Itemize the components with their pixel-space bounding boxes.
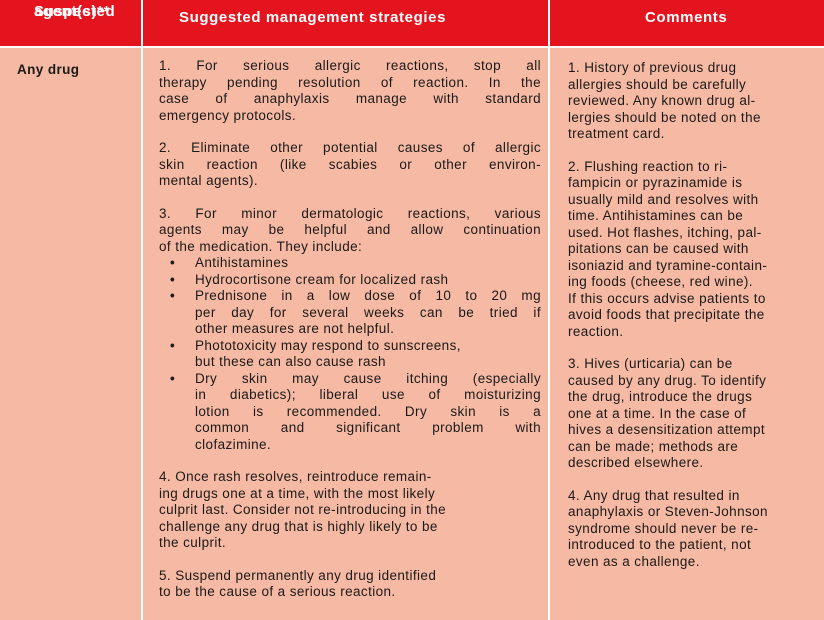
text-line: in diabetics); liberal use of moisturizi… bbox=[195, 387, 541, 402]
comments-cell: 1. History of previous drug allergies sh… bbox=[568, 60, 824, 586]
text-line: challenge any drug that is highly likely… bbox=[159, 518, 438, 534]
text-line: hives a desensitization attempt bbox=[568, 422, 766, 437]
text-line: 2. Flushing reaction to ri- bbox=[568, 158, 728, 174]
text-line: allergies should be carefully bbox=[568, 76, 747, 92]
bullet-marker: • bbox=[170, 288, 176, 303]
text-line: lotion is recommended. Dry skin is a bbox=[195, 403, 541, 419]
text-line: anaphylaxis or Steven-Johnson bbox=[568, 504, 768, 519]
text-line: case of anaphylaxis manage with standard bbox=[159, 91, 541, 106]
bullet-marker: • bbox=[170, 337, 176, 353]
text-line: ing drugs one at a time, with the most l… bbox=[159, 485, 436, 501]
text-line: 2. Eliminate other potential causes of a… bbox=[159, 140, 541, 155]
text-line: to be the cause of a serious reaction. bbox=[159, 584, 396, 599]
header-suspected-agents: Suspected agent(s)** bbox=[0, 0, 141, 46]
text-line: Dry skin may cause itching (especially bbox=[195, 370, 541, 386]
text-line: the culprit. bbox=[159, 535, 227, 550]
comment-4: 4. Any drug that resulted in anaphylaxis… bbox=[568, 488, 824, 571]
text-line: treatment card. bbox=[568, 126, 665, 141]
text-line: Phototoxicity may respond to sunscreens, bbox=[195, 337, 461, 353]
text-line: 4. Once rash resolves, reintroduce remai… bbox=[159, 469, 432, 484]
text-line: therapy pending resolution of reaction. … bbox=[159, 74, 541, 90]
text-line: syndrome should never be re- bbox=[568, 520, 759, 536]
text-line: 3. Hives (urticaria) can be bbox=[568, 356, 733, 371]
strategy-2: 2. Eliminate other potential causes of a… bbox=[159, 140, 541, 190]
suspected-agent-cell: Any drug bbox=[17, 62, 80, 77]
text-line: can be made; methods are bbox=[568, 438, 739, 454]
text-line: avoid foods that precipitate the bbox=[568, 307, 765, 322]
column-divider bbox=[548, 0, 550, 620]
text-line: the drug, introduce the drugs bbox=[568, 389, 753, 404]
strategy-5: 5. Suspend permanently any drug identifi… bbox=[159, 568, 541, 601]
bullet-item: • Phototoxicity may respond to sunscreen… bbox=[159, 338, 541, 371]
text-line: mental agents). bbox=[159, 173, 259, 188]
header-comments: Comments bbox=[550, 0, 824, 46]
text-line: one at a time. In the case of bbox=[568, 405, 747, 421]
text-line: but these can also cause rash bbox=[195, 354, 386, 369]
bullet-marker: • bbox=[170, 271, 176, 287]
text-line: culprit last. Consider not re-introducin… bbox=[159, 502, 447, 517]
comment-3: 3. Hives (urticaria) can be caused by an… bbox=[568, 356, 824, 472]
text-line: Antihistamines bbox=[195, 255, 289, 270]
text-line: usually mild and resolves with bbox=[568, 191, 759, 207]
strategy-4: 4. Once rash resolves, reintroduce remai… bbox=[159, 469, 541, 552]
text-line: reviewed. Any known drug al- bbox=[568, 93, 756, 108]
header-divider bbox=[0, 46, 824, 48]
bullet-marker: • bbox=[170, 370, 176, 386]
text-line: clofazimine. bbox=[195, 436, 272, 452]
column-divider bbox=[141, 0, 143, 620]
header-suggested-strategies: Suggested management strategies bbox=[143, 0, 548, 46]
text-line: reaction. bbox=[568, 323, 624, 339]
text-line: 5. Suspend permanently any drug identifi… bbox=[159, 567, 437, 583]
text-line: pitations can be caused with bbox=[568, 241, 749, 256]
text-line: used. Hot flashes, itching, pal- bbox=[568, 224, 762, 240]
bullet-item: • Hydrocortisone cream for localized ras… bbox=[159, 272, 541, 289]
bullet-item: • Antihistamines bbox=[159, 255, 541, 272]
text-line: common and significant problem with bbox=[195, 420, 541, 435]
text-line: 1. History of previous drug bbox=[568, 60, 737, 75]
header-suspected-agents-line1: Suspected bbox=[34, 3, 116, 20]
strategy-3: 3. For minor dermatologic reactions, var… bbox=[159, 206, 541, 256]
text-line: Prednisone in a low dose of 10 to 20 mg bbox=[195, 288, 541, 303]
comment-1: 1. History of previous drug allergies sh… bbox=[568, 60, 824, 143]
text-line: Hydrocortisone cream for localized rash bbox=[195, 271, 449, 287]
strategy-3-bullet-list: • Antihistamines • Hydrocortisone cream … bbox=[159, 255, 541, 453]
bullet-item: • Dry skin may cause itching (especially… bbox=[159, 371, 541, 454]
text-line: 1. For serious allergic reactions, stop … bbox=[159, 58, 541, 73]
text-line: described elsewhere. bbox=[568, 455, 704, 470]
text-line: isoniazid and tyramine-contain- bbox=[568, 257, 768, 273]
text-line: 3. For minor dermatologic reactions, var… bbox=[159, 205, 541, 221]
text-line: introduced to the patient, not bbox=[568, 537, 752, 552]
text-line: fampicin or pyrazinamide is bbox=[568, 175, 743, 190]
header-suggested-strategies-label: Suggested management strategies bbox=[179, 9, 447, 26]
text-line: If this occurs advise patients to bbox=[568, 290, 766, 306]
text-line: emergency protocols. bbox=[159, 107, 297, 123]
bullet-item: • Prednisone in a low dose of 10 to 20 m… bbox=[159, 288, 541, 338]
text-line: skin reaction (like scabies or other env… bbox=[159, 156, 541, 172]
text-line: 4. Any drug that resulted in bbox=[568, 487, 740, 503]
header-comments-label: Comments bbox=[645, 9, 728, 26]
text-line: time. Antihistamines can be bbox=[568, 208, 744, 223]
text-line: lergies should be noted on the bbox=[568, 109, 761, 125]
bullet-marker: • bbox=[170, 255, 176, 270]
strategies-cell: 1. For serious allergic reactions, stop … bbox=[159, 58, 541, 617]
header-suspected-agents-line2: agent(s)** bbox=[34, 3, 111, 20]
comment-2: 2. Flushing reaction to ri- fampicin or … bbox=[568, 159, 824, 341]
text-line: ing foods (cheese, red wine). bbox=[568, 274, 753, 289]
text-line: per day for several weeks can be tried i… bbox=[195, 304, 541, 320]
text-line: agents may be helpful and allow continua… bbox=[159, 222, 541, 237]
text-line: of the medication. They include: bbox=[159, 238, 363, 254]
text-line: even as a challenge. bbox=[568, 553, 700, 569]
text-line: caused by any drug. To identify bbox=[568, 372, 767, 388]
text-line: other measures are not helpful. bbox=[195, 321, 395, 336]
strategy-1: 1. For serious allergic reactions, stop … bbox=[159, 58, 541, 124]
